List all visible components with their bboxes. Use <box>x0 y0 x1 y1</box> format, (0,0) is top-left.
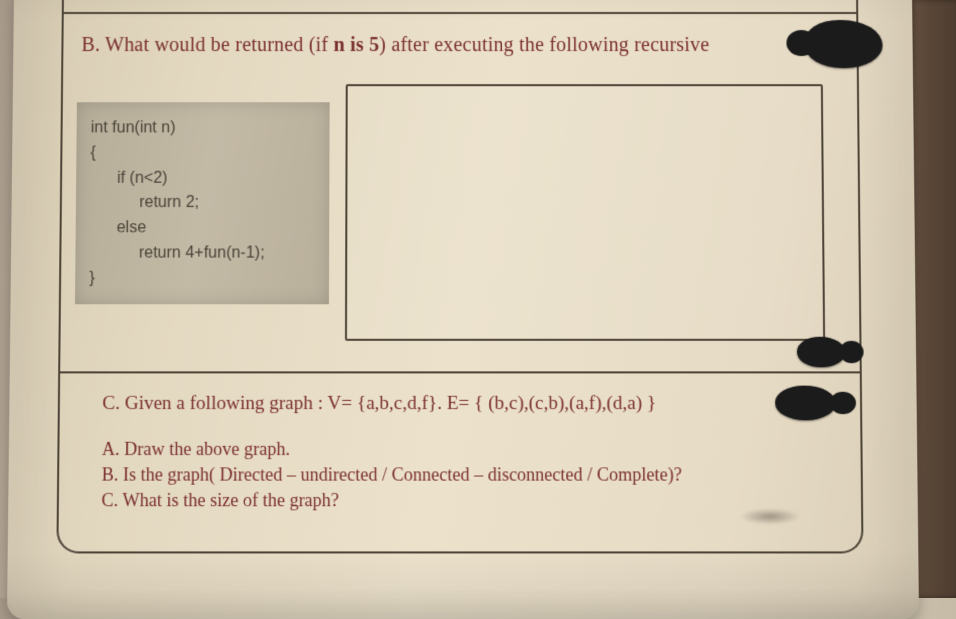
question-c-sub-c: C. What is the size of the graph? <box>101 488 820 514</box>
ink-blot-icon <box>797 337 846 368</box>
ink-blot-icon <box>804 20 883 68</box>
question-c-sub-b: B. Is the graph( Directed – undirected /… <box>102 462 821 488</box>
qb-bold: n is 5 <box>333 34 379 56</box>
question-c-sub-a: A. Draw the above graph. <box>102 436 820 462</box>
paper-sheet: B. What would be returned (if n is 5) af… <box>7 0 919 619</box>
question-c-main: C. Given a following graph : V= {a,b,c,d… <box>102 390 820 418</box>
ink-blot-icon <box>775 386 836 421</box>
question-frame: B. What would be returned (if n is 5) af… <box>56 0 863 553</box>
question-c-block: C. Given a following graph : V= {a,b,c,d… <box>101 390 820 514</box>
smudge-mark <box>740 508 801 524</box>
section-divider-top <box>64 12 856 14</box>
qb-prefix: B. What would be returned (if <box>81 34 333 56</box>
qb-suffix: ) after executing the following recursiv… <box>379 34 709 56</box>
code-text: int fun(int n) { if (n<2) return 2; else… <box>89 119 264 286</box>
code-snippet-box: int fun(int n) { if (n<2) return 2; else… <box>75 102 330 304</box>
section-divider-mid <box>60 371 860 373</box>
answer-box-b <box>345 84 825 341</box>
question-b-prompt: B. What would be returned (if n is 5) af… <box>81 34 709 57</box>
